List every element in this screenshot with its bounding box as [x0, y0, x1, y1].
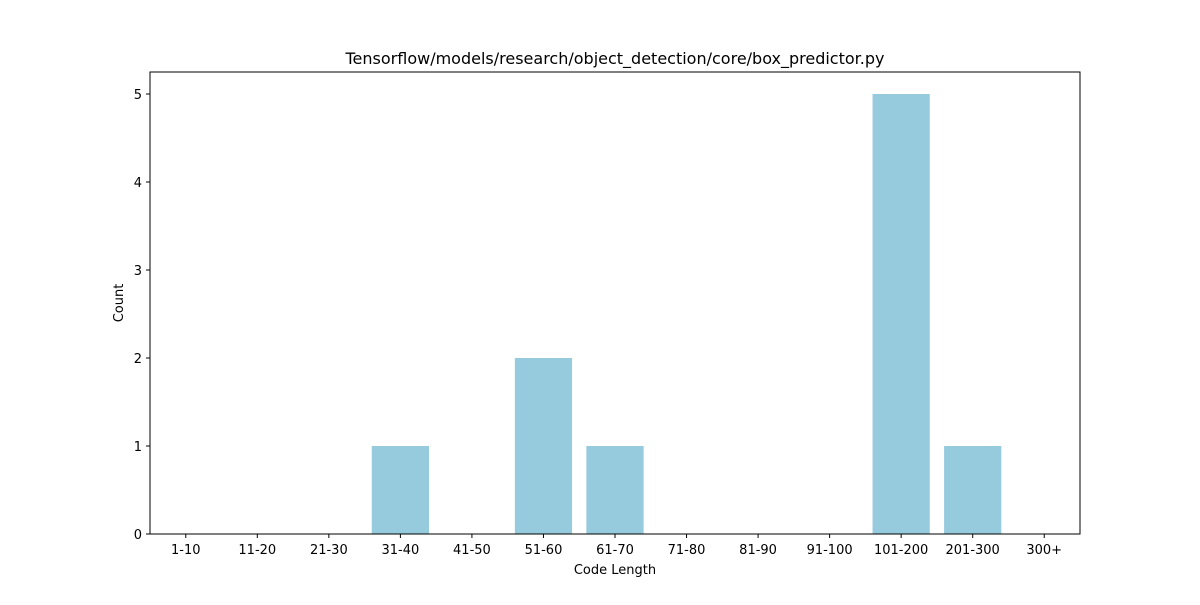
x-tick-label: 81-90 [739, 543, 777, 558]
x-tick-label: 31-40 [381, 543, 419, 558]
x-tick-label: 300+ [1026, 543, 1062, 558]
chart-title: Tensorflow/models/research/object_detect… [345, 49, 885, 69]
x-axis: 1-10 11-20 21-30 31-40 41-50 51-60 61-70 71-80 8… [171, 534, 1062, 558]
x-tick-label: 21-30 [310, 543, 348, 558]
bar-101-200 [872, 94, 930, 534]
x-tick-label: 61-70 [596, 543, 634, 558]
y-tick-label: 2 [134, 352, 142, 367]
bar-31-40 [371, 446, 429, 534]
y-axis: 0 1 2 3 4 5 [134, 88, 150, 543]
y-axis-label: Count [112, 284, 127, 323]
x-tick-label: 51-60 [525, 543, 563, 558]
x-axis-label: Code Length [574, 563, 656, 578]
y-tick-label: 5 [134, 88, 142, 103]
x-tick-label: 91-100 [807, 543, 853, 558]
y-tick-label: 3 [134, 264, 142, 279]
y-tick-label: 0 [134, 528, 142, 543]
x-tick-label: 11-20 [238, 543, 276, 558]
x-tick-label: 71-80 [668, 543, 706, 558]
x-tick-label: 41-50 [453, 543, 491, 558]
bars-layer [371, 94, 1002, 534]
y-tick-label: 4 [134, 176, 142, 191]
x-tick-label: 101-200 [874, 543, 928, 558]
y-tick-label: 1 [134, 440, 142, 455]
bar-61-70 [586, 446, 644, 534]
bar-51-60 [514, 358, 573, 534]
x-tick-label: 201-300 [946, 543, 1000, 558]
bar-201-300 [944, 446, 1002, 534]
x-tick-label: 1-10 [171, 543, 201, 558]
